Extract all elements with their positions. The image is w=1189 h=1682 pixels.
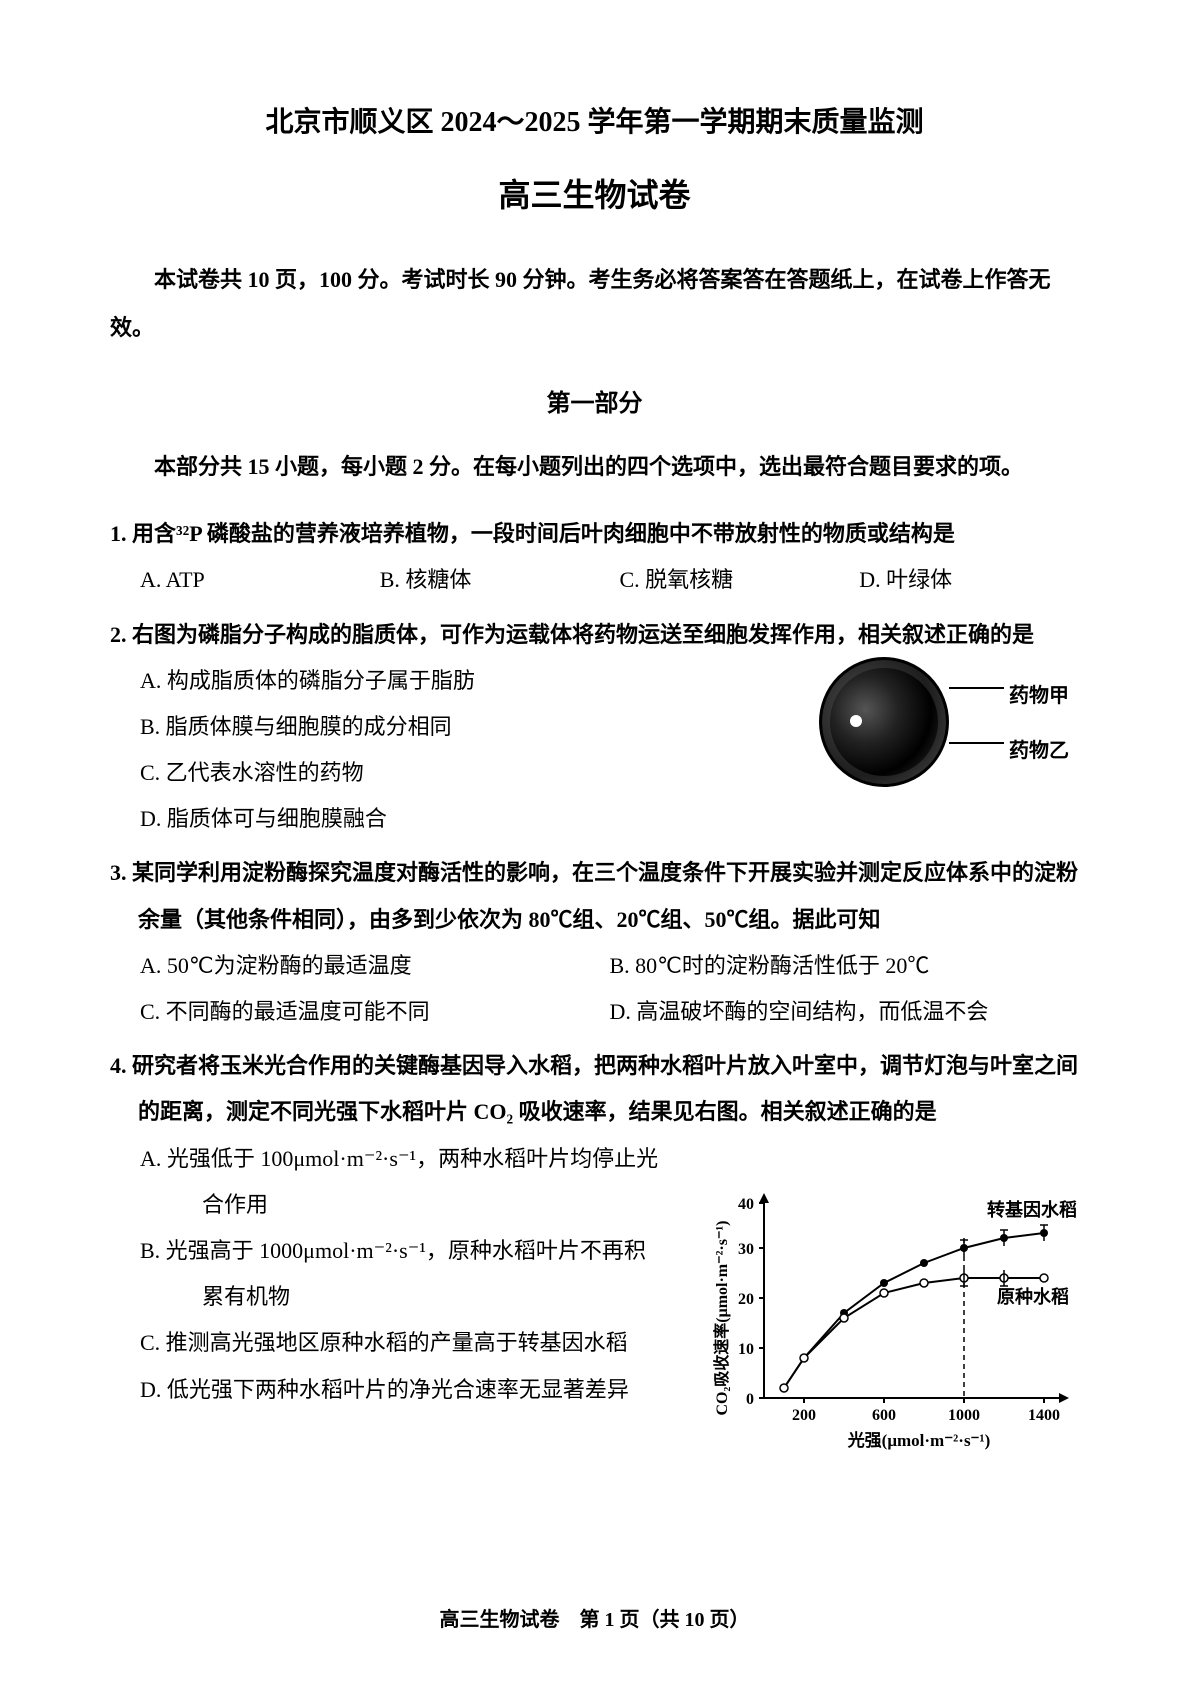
- title-main: 北京市顺义区 2024～2025 学年第一学期期末质量监测: [110, 100, 1079, 140]
- option-1d: D. 叶绿体: [859, 557, 1079, 603]
- chart-xlabel: 光强(μmol·m⁻²·s⁻¹): [847, 1430, 991, 1450]
- svg-text:40: 40: [738, 1196, 754, 1213]
- label-line-1: [949, 687, 1004, 689]
- svg-text:30: 30: [738, 1241, 754, 1258]
- title-sub: 高三生物试卷: [110, 170, 1079, 216]
- question-4-options: A. 光强低于 100μmol·m⁻²·s⁻¹，两种水稻叶片均停止光 合作用 B…: [110, 1136, 670, 1413]
- series-transgenic-markers: [780, 1229, 1048, 1392]
- legend-transgenic: 转基因水稻: [987, 1199, 1077, 1220]
- option-3c: C. 不同酶的最适温度可能不同: [140, 989, 610, 1035]
- svg-text:200: 200: [792, 1407, 816, 1424]
- liposome-circle: [819, 657, 949, 787]
- option-3d: D. 高温破坏酶的空间结构，而低温不会: [610, 989, 1080, 1035]
- question-1-options: A. ATP B. 核糖体 C. 脱氧核糖 D. 叶绿体: [110, 557, 1079, 603]
- series-transgenic-line: [784, 1233, 1044, 1388]
- section-instructions: 本部分共 15 小题，每小题 2 分。在每小题列出的四个选项中，选出最符合题目要…: [110, 443, 1079, 491]
- label-drug-2: 药物乙: [1009, 730, 1069, 772]
- svg-text:20: 20: [738, 1291, 754, 1308]
- section-header: 第一部分: [110, 383, 1079, 418]
- exam-instructions: 本试卷共 10 页，100 分。考试时长 90 分钟。考生务必将答案答在答题纸上…: [110, 256, 1079, 353]
- option-4a-cont: 合作用: [140, 1182, 670, 1228]
- liposome-diagram: 药物甲 药物乙: [819, 647, 1079, 807]
- option-4a: A. 光强低于 100μmol·m⁻²·s⁻¹，两种水稻叶片均停止光: [140, 1136, 670, 1182]
- liposome-inner-dot: [850, 715, 862, 727]
- question-2: 2. 右图为磷脂分子构成的脂质体，可作为运载体将药物运送至细胞发挥作用，相关叙述…: [110, 612, 1079, 843]
- page-footer: 高三生物试卷 第 1 页（共 10 页）: [0, 1603, 1189, 1632]
- question-3: 3. 某同学利用淀粉酶探究温度对酶活性的影响，在三个温度条件下开展实验并测定反应…: [110, 850, 1079, 1035]
- chart-ylabel: CO₂吸收速率(μmol·m⁻²·s⁻¹): [712, 1221, 731, 1416]
- option-4b: B. 光强高于 1000μmol·m⁻²·s⁻¹，原种水稻叶片不再积: [140, 1228, 670, 1274]
- question-1-text: 1. 用含³²P 磷酸盐的营养液培养植物，一段时间后叶肉细胞中不带放射性的物质或…: [110, 511, 1079, 557]
- svg-text:0: 0: [746, 1391, 754, 1408]
- x-ticks: 200 600 1000 1400: [792, 1398, 1060, 1424]
- question-4-text: 4. 研究者将玉米光合作用的关键酶基因导入水稻，把两种水稻叶片放入叶室中，调节灯…: [110, 1043, 1079, 1135]
- option-4c: C. 推测高光强地区原种水稻的产量高于转基因水稻: [140, 1320, 670, 1366]
- question-4: 4. 研究者将玉米光合作用的关键酶基因导入水稻，把两种水稻叶片放入叶室中，调节灯…: [110, 1043, 1079, 1413]
- question-1: 1. 用含³²P 磷酸盐的营养液培养植物，一段时间后叶肉细胞中不带放射性的物质或…: [110, 511, 1079, 603]
- option-3b: B. 80℃时的淀粉酶活性低于 20℃: [610, 943, 1080, 989]
- option-4d: D. 低光强下两种水稻叶片的净光合速率无显著差异: [140, 1367, 670, 1413]
- co2-chart: CO₂吸收速率(μmol·m⁻²·s⁻¹) 0 10 20 30 40: [709, 1178, 1089, 1458]
- label-drug-1: 药物甲: [1009, 675, 1069, 717]
- y-ticks: 0 10 20 30 40: [738, 1196, 764, 1408]
- x-arrow: [1059, 1393, 1069, 1403]
- svg-text:1400: 1400: [1028, 1407, 1060, 1424]
- question-3-text: 3. 某同学利用淀粉酶探究温度对酶活性的影响，在三个温度条件下开展实验并测定反应…: [110, 850, 1079, 942]
- option-1c: C. 脱氧核糖: [620, 557, 840, 603]
- legend-original: 原种水稻: [997, 1286, 1069, 1307]
- y-arrow: [759, 1193, 769, 1203]
- label-line-2: [949, 742, 1004, 744]
- option-1a: A. ATP: [140, 557, 360, 603]
- svg-text:1000: 1000: [948, 1407, 980, 1424]
- option-1b: B. 核糖体: [380, 557, 600, 603]
- svg-text:10: 10: [738, 1341, 754, 1358]
- option-3a: A. 50℃为淀粉酶的最适温度: [140, 943, 610, 989]
- chart-svg: CO₂吸收速率(μmol·m⁻²·s⁻¹) 0 10 20 30 40: [709, 1178, 1089, 1458]
- option-4b-cont: 累有机物: [140, 1274, 670, 1320]
- question-3-options: A. 50℃为淀粉酶的最适温度 B. 80℃时的淀粉酶活性低于 20℃ C. 不…: [110, 943, 1079, 1035]
- svg-text:600: 600: [872, 1407, 896, 1424]
